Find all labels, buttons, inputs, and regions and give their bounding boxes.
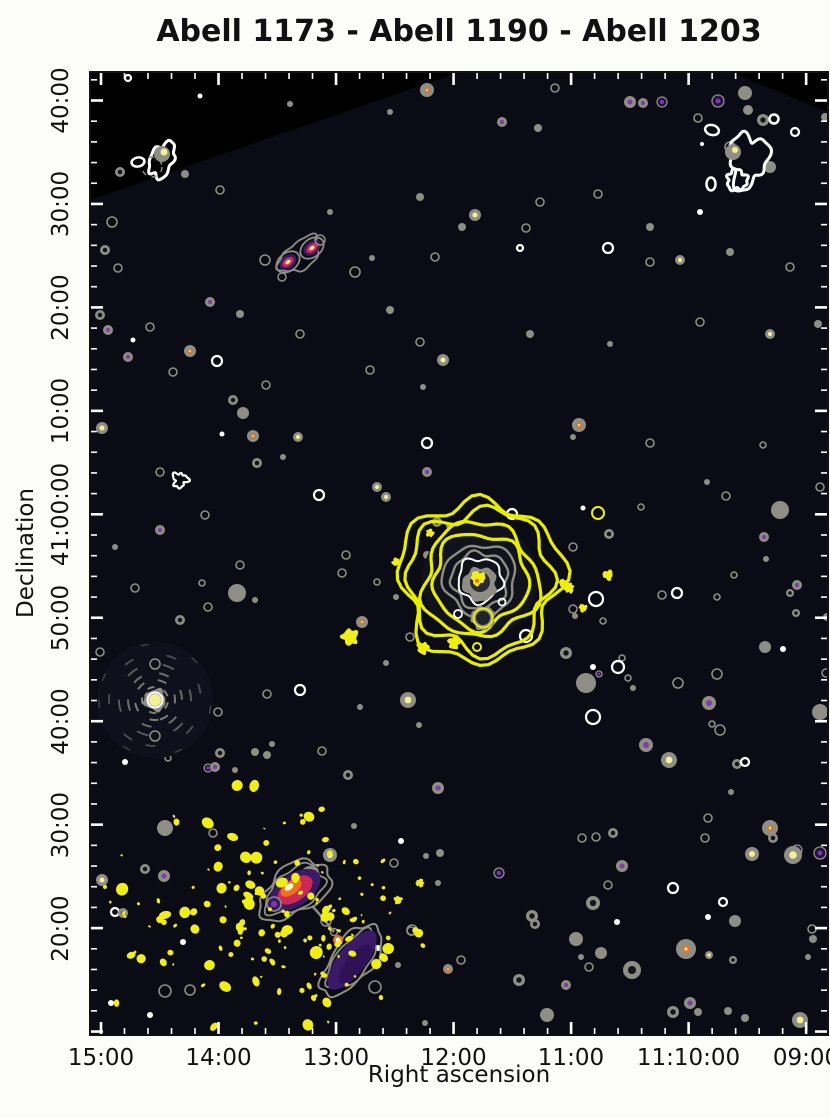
y-tick-label: 50:00 — [48, 585, 74, 651]
y-tick-label: 30:00 — [48, 792, 74, 858]
x-tick-label: 14:00 — [185, 1045, 251, 1071]
x-axis-label: Right ascension — [367, 1062, 551, 1088]
y-tick-label: 20:00 — [48, 274, 74, 340]
x-tick-label: 15:00 — [68, 1045, 134, 1071]
y-tick-label: 40:00 — [48, 67, 74, 133]
x-tick-label: 11:00 — [538, 1045, 604, 1071]
x-tick-label: 13:00 — [303, 1045, 369, 1071]
x-tick-label: 09:00 — [773, 1045, 830, 1071]
y-tick-label: 40:00 — [48, 688, 74, 754]
x-tick-label: 12:00 — [420, 1045, 486, 1071]
x-tick-label: 11:10:00 — [637, 1045, 740, 1071]
figure-title: Abell 1173 - Abell 1190 - Abell 1203 — [156, 14, 762, 49]
y-axis-label: Declination — [13, 487, 39, 619]
y-tick-label: 10:00 — [48, 378, 74, 444]
y-tick-label: 20:00 — [48, 895, 74, 961]
y-tick-label: 41:00:00 — [48, 463, 74, 566]
y-tick-label: 30:00 — [48, 171, 74, 237]
